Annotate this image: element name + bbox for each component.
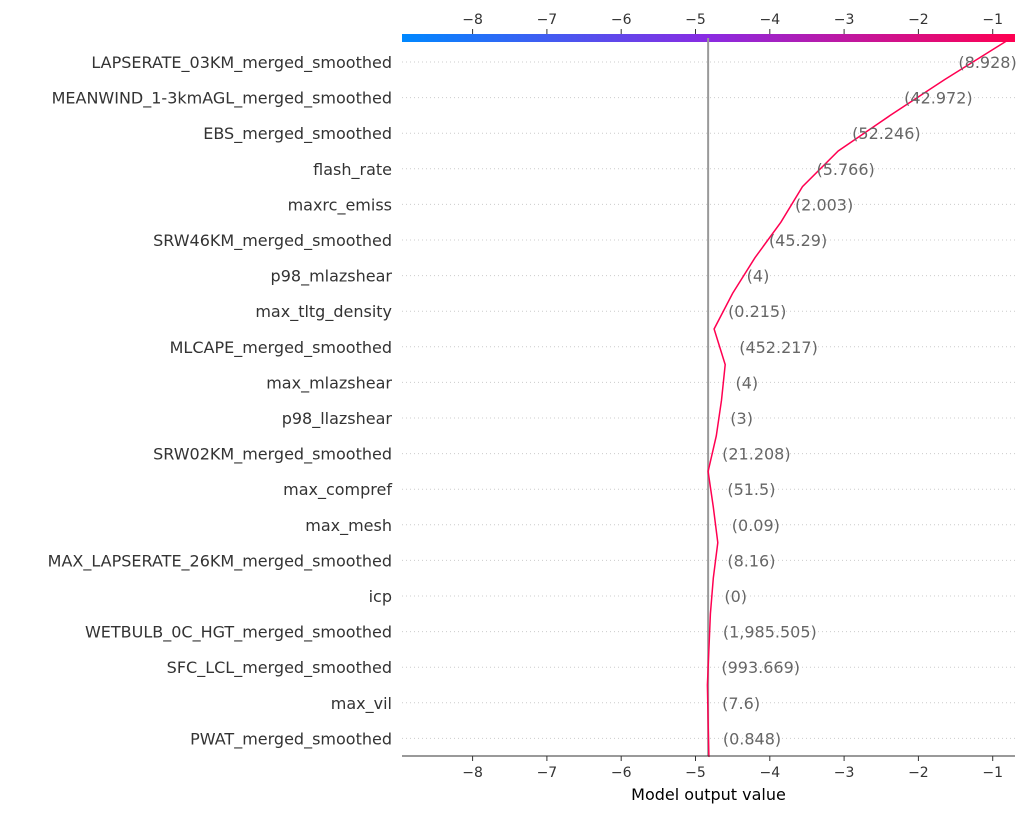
feature-value-label: (1,985.505) xyxy=(723,623,817,642)
feature-label: MLCAPE_merged_smoothed xyxy=(170,338,392,358)
top-tick-label: −3 xyxy=(834,12,855,28)
feature-value-label: (21.208) xyxy=(722,445,790,464)
feature-value-label: (452.217) xyxy=(739,338,818,357)
feature-value-label: (8.928) xyxy=(958,53,1016,72)
feature-value-label: (0.848) xyxy=(723,729,781,748)
x-axis-title: Model output value xyxy=(631,785,786,804)
feature-value-label: (45.29) xyxy=(769,231,827,250)
top-tick-label: −1 xyxy=(982,12,1003,28)
top-tick-label: −8 xyxy=(462,12,483,28)
feature-value-label: (52.246) xyxy=(852,124,920,143)
feature-value-labels: (8.928) (42.972) (52.246) (5.766) (2.003) (45… xyxy=(721,53,1016,748)
top-tick-label: −2 xyxy=(908,12,929,28)
bottom-axis: −8 −7 −6 −5 −4 −3 −2 −1 xyxy=(462,756,1003,781)
top-tick-label: −7 xyxy=(537,12,558,28)
bottom-tick-label: −4 xyxy=(759,765,780,781)
feature-value-label: (4) xyxy=(736,373,759,392)
bottom-tick-label: −7 xyxy=(537,765,558,781)
feature-value-label: (0) xyxy=(724,587,747,606)
feature-value-label: (0.215) xyxy=(728,302,786,321)
feature-value-label: (42.972) xyxy=(904,89,972,108)
feature-label: SFC_LCL_merged_smoothed xyxy=(167,658,392,678)
feature-value-label: (5.766) xyxy=(816,160,874,179)
feature-label: p98_mlazshear xyxy=(271,267,393,287)
feature-label: MAX_LAPSERATE_26KM_merged_smoothed xyxy=(48,551,392,571)
top-tick-label: −5 xyxy=(685,12,706,28)
feature-label: LAPSERATE_03KM_merged_smoothed xyxy=(91,53,392,73)
feature-value-label: (2.003) xyxy=(795,195,853,214)
feature-label: SRW46KM_merged_smoothed xyxy=(153,231,392,251)
feature-value-label: (3) xyxy=(730,409,753,428)
feature-label: PWAT_merged_smoothed xyxy=(190,729,392,749)
feature-label: max_vil xyxy=(331,694,392,714)
feature-labels: LAPSERATE_03KM_merged_smoothed MEANWIND_1… xyxy=(48,53,393,749)
feature-label: maxrc_emiss xyxy=(288,195,392,215)
decision-path-line xyxy=(706,37,1012,758)
feature-label: flash_rate xyxy=(313,160,392,180)
bottom-tick-label: −6 xyxy=(611,765,632,781)
feature-value-label: (51.5) xyxy=(727,480,775,499)
feature-label: max_mesh xyxy=(305,516,392,536)
feature-label: WETBULB_0C_HGT_merged_smoothed xyxy=(85,623,392,643)
bottom-tick-label: −2 xyxy=(908,765,929,781)
feature-label: max_tltg_density xyxy=(255,302,392,322)
bottom-tick-label: −5 xyxy=(685,765,706,781)
bottom-tick-label: −3 xyxy=(834,765,855,781)
feature-label: icp xyxy=(369,587,392,606)
feature-value-label: (993.669) xyxy=(721,658,800,677)
feature-label: EBS_merged_smoothed xyxy=(203,124,392,144)
bottom-tick-label: −1 xyxy=(982,765,1003,781)
feature-value-label: (8.16) xyxy=(727,551,775,570)
top-tick-label: −6 xyxy=(611,12,632,28)
feature-label: max_mlazshear xyxy=(266,373,392,393)
feature-value-label: (4) xyxy=(747,267,770,286)
feature-value-label: (0.09) xyxy=(732,516,780,535)
feature-label: p98_llazshear xyxy=(282,409,393,429)
top-tick-label: −4 xyxy=(759,12,780,28)
feature-label: MEANWIND_1-3kmAGL_merged_smoothed xyxy=(52,89,392,109)
feature-label: max_compref xyxy=(283,480,392,500)
bottom-tick-label: −8 xyxy=(462,765,483,781)
feature-value-label: (7.6) xyxy=(722,694,760,713)
feature-label: SRW02KM_merged_smoothed xyxy=(153,445,392,465)
top-axis: −8 −7 −6 −5 −4 −3 −2 −1 xyxy=(462,12,1003,34)
